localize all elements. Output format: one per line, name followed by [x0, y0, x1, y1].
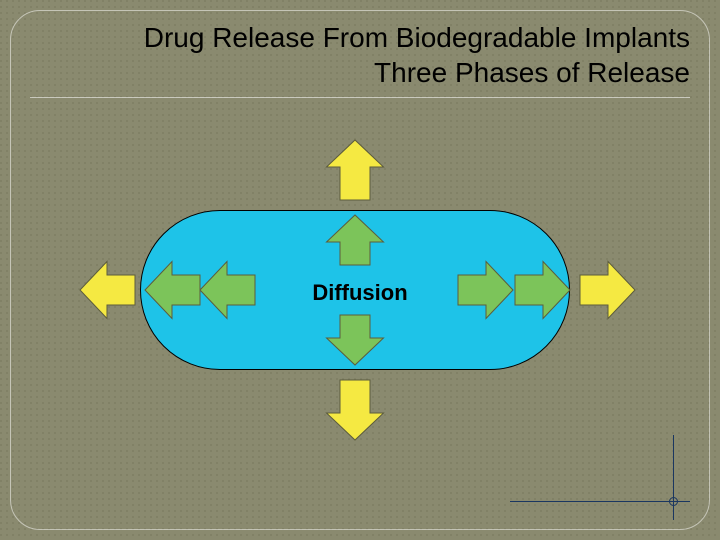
diffusion-diagram: Diffusion [40, 135, 680, 465]
title-line-2: Three Phases of Release [30, 55, 690, 90]
slide-title: Drug Release From Biodegradable Implants… [30, 20, 690, 90]
title-line-1: Drug Release From Biodegradable Implants [30, 20, 690, 55]
title-underline [30, 97, 690, 98]
diffusion-label: Diffusion [300, 280, 420, 306]
